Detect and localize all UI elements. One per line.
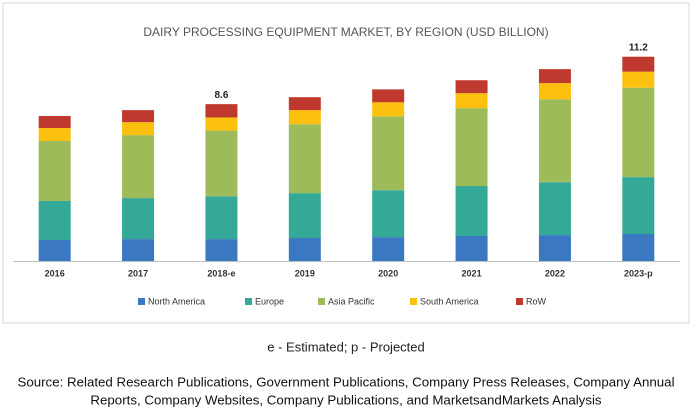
x-tick-label: 2016 — [45, 268, 65, 278]
source: Source: Related Research Publications, G… — [17, 375, 674, 390]
bar-segment — [122, 135, 155, 199]
bar-segment — [288, 193, 321, 239]
bar-segment — [38, 200, 71, 241]
legend-label: Europe — [255, 296, 284, 306]
bar-segment — [538, 99, 571, 183]
bar-segment — [38, 128, 71, 141]
bar-segment — [38, 240, 71, 261]
total-label: 11.2 — [629, 42, 648, 53]
x-tick-label: 2023-p — [624, 268, 653, 278]
bar-segment — [372, 116, 405, 191]
bar-segment — [622, 177, 655, 235]
legend-label: North America — [148, 296, 205, 306]
bar-segment — [288, 124, 321, 194]
bar-segment — [38, 115, 71, 129]
bar-segment — [372, 237, 405, 261]
x-tick-label: 2021 — [462, 268, 482, 278]
chart-title: DAIRY PROCESSING EQUIPMENT MARKET, BY RE… — [143, 25, 548, 39]
x-tick-label: 2019 — [295, 268, 315, 278]
bar-segment — [122, 110, 155, 123]
source: Reports, Company Websites, Company Publi… — [90, 393, 602, 408]
bar-segment — [455, 108, 488, 187]
x-tick-label: 2020 — [378, 268, 398, 278]
bar-segment — [205, 117, 238, 131]
legend-swatch — [410, 298, 417, 305]
bar-segment — [622, 56, 655, 72]
bar-segment — [122, 239, 155, 261]
chart-frame — [2, 2, 690, 324]
bar-segment — [455, 93, 488, 109]
legend-label: RoW — [526, 296, 547, 306]
x-tick-label: 2018-e — [207, 268, 235, 278]
bar-segment — [622, 87, 655, 178]
bar-segment — [288, 238, 321, 261]
bar-segment — [372, 102, 405, 117]
legend-label: South America — [420, 296, 479, 306]
bar-segment — [538, 182, 571, 236]
bar-segment — [622, 71, 655, 88]
bar-segment — [205, 196, 238, 240]
bar-segment — [372, 89, 405, 103]
x-tick-label: 2022 — [545, 268, 565, 278]
legend-label: Asia Pacific — [328, 296, 375, 306]
footnote: e - Estimated; p - Projected — [267, 339, 425, 354]
bar-segment — [455, 80, 488, 94]
bar-segment — [205, 104, 238, 118]
bar-segment — [122, 122, 155, 136]
bar-segment — [455, 186, 488, 237]
bar-segment — [372, 190, 405, 238]
legend-swatch — [318, 298, 325, 305]
bar-segment — [538, 69, 571, 84]
bar-segment — [205, 130, 238, 197]
bar-segment — [205, 239, 238, 261]
legend-swatch — [138, 298, 145, 305]
bar-segment — [288, 110, 321, 125]
bar-segment — [455, 236, 488, 261]
bar-segment — [538, 83, 571, 100]
legend-swatch — [245, 298, 252, 305]
total-label: 8.6 — [214, 90, 228, 101]
bar-segment — [288, 97, 321, 111]
bar-segment — [122, 198, 155, 240]
bar-segment — [622, 234, 655, 261]
bar-segment — [38, 140, 71, 201]
bar-segment — [538, 235, 571, 261]
x-tick-label: 2017 — [128, 268, 148, 278]
legend-swatch — [516, 298, 523, 305]
